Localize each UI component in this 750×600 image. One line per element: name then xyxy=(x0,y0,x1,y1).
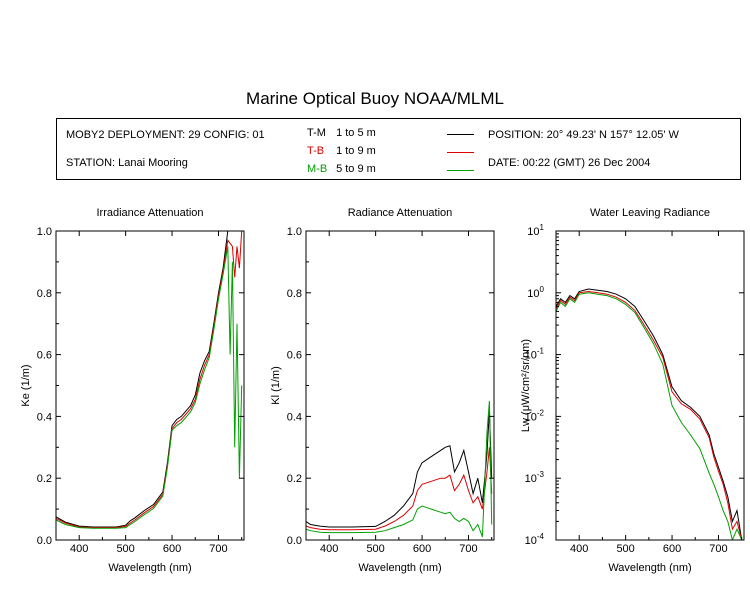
legend-code: T-M xyxy=(307,127,326,139)
y-tick-label: 100 xyxy=(527,285,544,300)
legend-entry: T-B 1 to 9 m xyxy=(307,145,474,157)
chart-panel-2: 400 500 600 700 0.0 0.2 0.4 0.6 0.8 1.0 Radiance A… xyxy=(270,207,495,574)
y-axis-label: Ke (1/m) xyxy=(20,364,32,406)
y-tick-label: 0.0 xyxy=(287,535,302,547)
y-tick-exponent: 0 xyxy=(540,285,545,294)
y-tick-label: 0.4 xyxy=(287,411,302,423)
plot-frame xyxy=(305,230,495,541)
y-tick-label: 101 xyxy=(527,223,544,238)
legend-code: T-B xyxy=(307,145,325,157)
chart-title: Water Leaving Radiance xyxy=(590,207,710,219)
y-tick-exponent: -3 xyxy=(537,470,545,479)
y-tick-label: 0.2 xyxy=(37,473,52,485)
series-line-t-m xyxy=(306,410,493,528)
legend-line xyxy=(447,170,474,171)
legend-entry: M-B 5 to 9 m xyxy=(307,163,474,175)
plot-frame xyxy=(555,230,745,541)
x-tick-label: 500 xyxy=(616,543,634,555)
x-tick-label: 600 xyxy=(663,543,681,555)
legend-code: M-B xyxy=(307,163,328,175)
x-axis-label: Wavelength (nm) xyxy=(108,562,191,574)
legend-entry: T-M 1 to 5 m xyxy=(307,127,474,139)
y-tick-label: 0.6 xyxy=(287,350,302,362)
chart-title: Irradiance Attenuation xyxy=(96,207,203,219)
y-tick-label: 0.6 xyxy=(37,350,52,362)
legend-range: 1 to 5 m xyxy=(336,127,376,139)
series-line-t-m xyxy=(56,231,242,528)
x-axis-label: Wavelength (nm) xyxy=(608,562,691,574)
x-tick-label: 500 xyxy=(366,543,384,555)
y-tick-label: 0.2 xyxy=(287,473,302,485)
main-title: Marine Optical Buoy NOAA/MLML xyxy=(246,89,504,108)
y-tick-exponent: -4 xyxy=(537,532,545,541)
position-text: POSITION: 20° 49.23' N 157° 12.05' W xyxy=(488,129,679,141)
y-tick-label: 0.4 xyxy=(37,411,52,423)
chart-title: Radiance Attenuation xyxy=(348,207,453,219)
x-tick-label: 500 xyxy=(116,543,134,555)
series-line-m-b xyxy=(306,400,493,538)
series-line-t-b xyxy=(56,231,243,529)
y-tick-label: 10-4 xyxy=(525,532,545,547)
chart-panel-1: 400 500 600 700 0.0 0.2 0.4 0.6 0.8 1.0 Irradiance… xyxy=(20,207,245,574)
y-tick-exponent: -1 xyxy=(537,347,545,356)
y-tick-exponent: -2 xyxy=(537,408,545,417)
x-tick-label: 400 xyxy=(570,543,588,555)
x-tick-label: 700 xyxy=(209,543,227,555)
series-line-t-b xyxy=(556,290,743,540)
series-line-t-m xyxy=(556,288,743,540)
x-tick-label: 700 xyxy=(459,543,477,555)
chart-panel-3: 400 500 600 70010110010-110-210-310-4Water … xyxy=(520,207,745,574)
legend-range: 5 to 9 m xyxy=(336,163,376,175)
legend-line xyxy=(447,134,474,135)
y-tick-label: 10-3 xyxy=(525,470,545,485)
y-axis-label: Kl (1/m) xyxy=(270,366,282,405)
series-line-t-b xyxy=(306,447,493,531)
station-text: STATION: Lanai Mooring xyxy=(66,157,188,169)
y-tick-label: 0.0 xyxy=(37,535,52,547)
series-line-m-b xyxy=(56,246,243,529)
x-tick-label: 600 xyxy=(413,543,431,555)
y-axis-label: Lw (μW/cm²/sr/nm) xyxy=(520,339,532,432)
x-tick-label: 400 xyxy=(70,543,88,555)
date-text: DATE: 00:22 (GMT) 26 Dec 2004 xyxy=(488,157,651,169)
legend-line xyxy=(447,152,474,153)
y-tick-label: 0.8 xyxy=(37,288,52,300)
y-tick-label: 1.0 xyxy=(287,226,302,238)
deployment-text: MOBY2 DEPLOYMENT: 29 CONFIG: 01 xyxy=(66,129,265,141)
info-box: MOBY2 DEPLOYMENT: 29 CONFIG: 01 STATION:… xyxy=(56,118,741,180)
y-tick-exponent: 1 xyxy=(540,223,545,232)
legend-range: 1 to 9 m xyxy=(336,145,376,157)
plot-frame xyxy=(55,230,245,541)
series-line-m-b xyxy=(556,292,743,540)
y-tick-label: 0.8 xyxy=(287,288,302,300)
y-tick-label: 1.0 xyxy=(37,226,52,238)
x-tick-label: 400 xyxy=(320,543,338,555)
x-tick-label: 600 xyxy=(163,543,181,555)
x-tick-label: 700 xyxy=(709,543,727,555)
x-axis-label: Wavelength (nm) xyxy=(358,562,441,574)
